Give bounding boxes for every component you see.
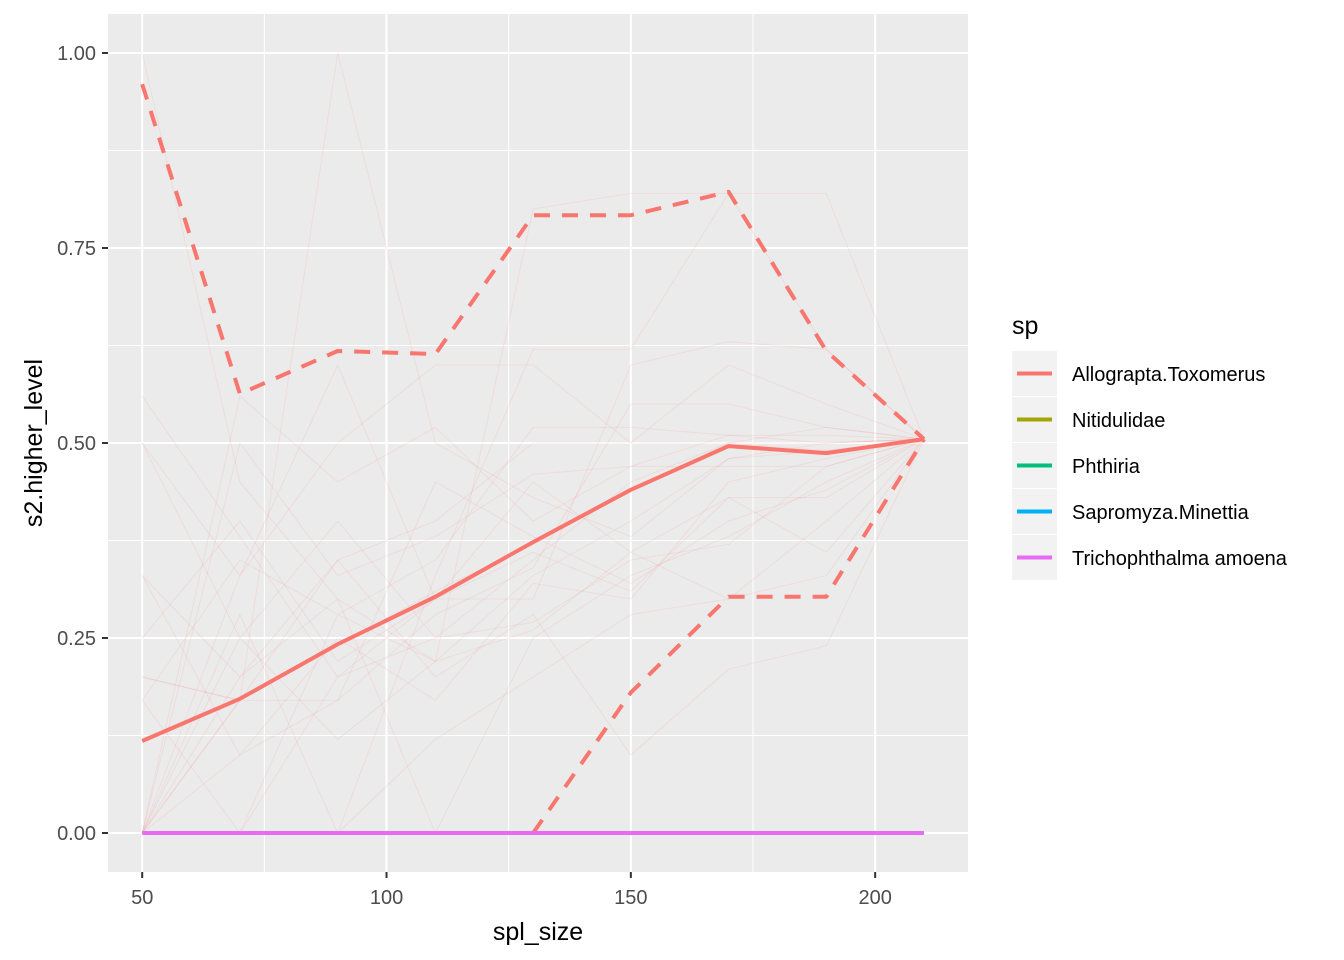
legend-label: Trichophthalma amoena	[1072, 548, 1288, 570]
legend-label: Phthiria	[1072, 456, 1141, 478]
y-tick-label: 0.50	[57, 433, 96, 455]
y-tick-label: 0.75	[57, 238, 96, 260]
legend-entry: Sapromyza.Minettia	[1012, 489, 1250, 534]
replicate-line	[141, 426, 925, 701]
x-axis-title: spl_size	[493, 918, 583, 946]
replicate-line	[141, 438, 925, 834]
legend-entry: Phthiria	[1012, 443, 1141, 488]
replicate-line	[141, 438, 925, 834]
replicate-line	[142, 438, 925, 834]
x-tick-label: 200	[858, 887, 891, 909]
y-axis-title: s2.higher_level	[20, 359, 48, 527]
replicate-line	[141, 364, 925, 678]
replicate-line	[141, 438, 925, 756]
replicate-line	[141, 438, 925, 835]
grid-lines	[108, 14, 968, 872]
legend-entry: Trichophthalma amoena	[1012, 535, 1288, 580]
legend-title: sp	[1012, 312, 1038, 340]
y-tick-label: 1.00	[57, 43, 96, 65]
x-tick-label: 50	[131, 887, 153, 909]
legend-label: Sapromyza.Minettia	[1072, 502, 1250, 524]
replicate-line	[141, 438, 925, 834]
replicate-line	[141, 341, 925, 663]
replicate-line	[141, 426, 925, 639]
replicate-line	[141, 364, 925, 834]
x-tick-label: 150	[614, 887, 647, 909]
legend-entry: Allograpta.Toxomerus	[1012, 351, 1265, 396]
series-line-upper	[140, 83, 926, 441]
replicate-lines	[141, 52, 925, 835]
replicate-line	[141, 52, 925, 834]
y-tick-label: 0.00	[57, 823, 96, 845]
legend: sp Allograpta.Toxomerus Nitidulidae Phthir…	[1012, 312, 1288, 580]
replicate-line	[142, 438, 925, 756]
replicate-line	[142, 403, 925, 701]
replicate-line	[141, 395, 925, 834]
legend-label: Nitidulidae	[1072, 410, 1165, 432]
x-tick-label: 100	[370, 887, 403, 909]
series-lines	[140, 83, 926, 835]
series-line-lower	[531, 438, 926, 835]
replicate-line	[141, 395, 925, 678]
replicate-line	[141, 52, 925, 663]
replicate-line	[141, 363, 925, 600]
legend-label: Allograpta.Toxomerus	[1072, 364, 1265, 386]
y-tick-label: 0.25	[57, 628, 96, 650]
axes: 50 100 150 200 0.00 0.25 0.50 0.75 1.00	[57, 43, 892, 909]
replicate-line	[141, 192, 925, 834]
series-line-mean	[141, 437, 925, 743]
legend-entry: Nitidulidae	[1012, 397, 1165, 442]
